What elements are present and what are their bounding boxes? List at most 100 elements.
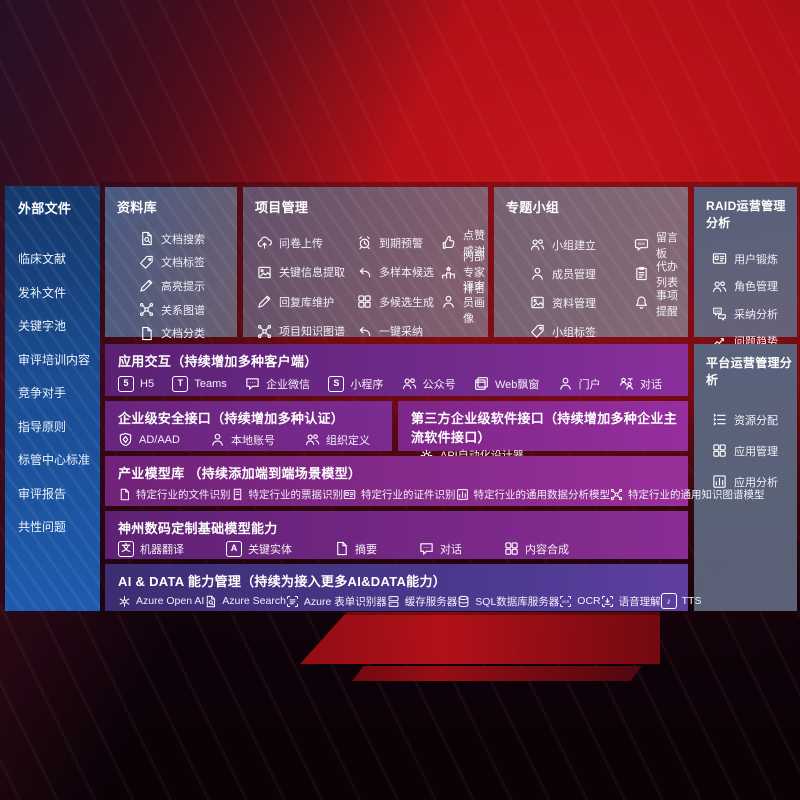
- feature-item[interactable]: 角色管理: [712, 273, 797, 301]
- feature-item[interactable]: Azure Search: [204, 595, 286, 608]
- feature-item[interactable]: 小组标签: [530, 317, 634, 346]
- feature-item[interactable]: 资料管理: [530, 288, 634, 317]
- feature-item[interactable]: 关键信息提取: [257, 258, 357, 288]
- external-files-list: 临床文献发补文件关键字池审评培训内容 竞争对手指导原则标管中心标准 审评报告共性问题: [18, 242, 100, 544]
- feature-item[interactable]: 5 H5: [118, 375, 154, 392]
- sidebar-item[interactable]: 发补文件: [18, 285, 67, 300]
- feature-item[interactable]: 应用分析: [712, 466, 797, 497]
- feature-item[interactable]: 特定行业的证件识别: [343, 487, 456, 502]
- feature-label: 事项提醒: [656, 289, 678, 318]
- feature-label: 小程序: [350, 378, 384, 391]
- feature-item[interactable]: 事项提醒: [634, 288, 688, 318]
- sidebar-item[interactable]: 审评报告: [18, 486, 67, 501]
- feature-item[interactable]: 代办列表: [634, 259, 688, 289]
- feature-item[interactable]: ♪ TTS: [660, 593, 701, 609]
- feature-item[interactable]: 小组建立: [530, 230, 634, 259]
- app-interaction-row: 应用交互（持续增加多种客户端） 5 H5 T Teams 企业微信 S 小程序 公众号 Web飘…: [105, 344, 688, 396]
- feature-item[interactable]: 语音理解: [601, 594, 661, 609]
- feature-item[interactable]: 资源分配: [712, 404, 797, 435]
- network-icon: [257, 324, 272, 339]
- feature-label: 问卷上传: [279, 237, 323, 250]
- background-red-shape: [300, 612, 660, 664]
- feature-label: 高亮提示: [161, 280, 205, 293]
- pen-icon: [139, 278, 154, 293]
- feature-item[interactable]: 对话: [419, 541, 462, 557]
- feature-item[interactable]: 文档标签: [139, 251, 237, 275]
- bell-icon: [634, 295, 649, 310]
- feature-item[interactable]: 公众号: [402, 376, 456, 392]
- feature-item[interactable]: 内部专家排名: [441, 251, 488, 295]
- feature-item[interactable]: 内容合成: [504, 541, 569, 557]
- feature-item[interactable]: 到期预警: [357, 228, 441, 258]
- feature-item[interactable]: 文档搜索: [139, 227, 237, 251]
- feature-item[interactable]: 用户锻炼: [712, 245, 797, 273]
- feature-item[interactable]: OCR: [559, 595, 601, 608]
- feature-item[interactable]: 应用管理: [712, 435, 797, 466]
- people-icon: [712, 279, 727, 294]
- feature-item[interactable]: 本地账号: [210, 432, 275, 448]
- feature-item[interactable]: Azure 表单识别器: [286, 594, 387, 609]
- feature-item[interactable]: 点赞感谢: [441, 228, 488, 258]
- feature-item[interactable]: 缓存服务器: [387, 594, 457, 609]
- feature-label: Web飘窗: [494, 378, 540, 391]
- feature-label: Azure Open AI: [136, 595, 205, 607]
- feature-item[interactable]: 项目知识图谱: [257, 317, 357, 347]
- security-interface-list: AD/AAD 本地账号 组织定义: [118, 428, 392, 451]
- feature-item[interactable]: A 关键实体: [226, 540, 292, 557]
- feature-item[interactable]: Web飘窗: [474, 376, 539, 392]
- feature-item[interactable]: 一键采纳: [357, 317, 441, 347]
- doc-icon: [139, 326, 154, 341]
- ranking-icon: [441, 265, 456, 280]
- project-management-title: 项目管理: [255, 200, 309, 215]
- library-title: 资料库: [117, 200, 157, 215]
- feature-item[interactable]: 特定行业的票据识别: [231, 487, 343, 502]
- feature-item[interactable]: 问卷上传: [257, 228, 357, 258]
- feature-item[interactable]: 回复库维护: [257, 287, 357, 317]
- sidebar-item[interactable]: 关键字池: [18, 319, 67, 334]
- sidebar-item[interactable]: 审评培训内容: [18, 352, 91, 367]
- feature-item[interactable]: 企业微信: [245, 376, 310, 392]
- feature-item[interactable]: 对话: [619, 376, 662, 392]
- feature-item[interactable]: 特定行业的通用数据分析模型: [456, 487, 610, 502]
- app-interaction-list: 5 H5 T Teams 企业微信 S 小程序 公众号 Web飘窗 门户 对话: [118, 371, 662, 396]
- industry-models-title: 产业模型库 （持续添加端到端场景模型）: [118, 466, 362, 481]
- feature-item[interactable]: 特定行业的通用知识图谱模型: [610, 487, 765, 502]
- alarm-icon: [357, 235, 372, 250]
- sidebar-item[interactable]: 指导原则: [18, 419, 67, 434]
- feature-item[interactable]: 门户: [558, 376, 601, 392]
- feature-item[interactable]: 组织定义: [305, 432, 370, 448]
- sidebar-item[interactable]: 标管中心标准: [18, 453, 91, 468]
- feature-item[interactable]: 多样本候选: [357, 258, 441, 288]
- sidebar-item[interactable]: 竞争对手: [18, 386, 67, 401]
- feature-item[interactable]: AD/AAD: [118, 432, 180, 447]
- feature-item[interactable]: 关系图谱: [139, 298, 237, 322]
- thirdparty-interface-title: 第三方企业级软件接口（持续增加多种企业主流软件接口）: [411, 411, 678, 445]
- feature-item[interactable]: 留言板: [634, 230, 688, 260]
- miniprogram-icon: S: [328, 375, 345, 392]
- feature-item[interactable]: 高亮提示: [139, 274, 237, 298]
- feature-item[interactable]: 文机器翻译: [118, 540, 184, 557]
- feature-item[interactable]: 文档分类: [139, 321, 237, 345]
- feature-label: 机器翻译: [140, 543, 184, 556]
- feature-label: 内部专家排名: [463, 251, 485, 296]
- feature-item[interactable]: Azure Open AI: [118, 595, 204, 608]
- feature-item[interactable]: 采纳分析: [712, 300, 797, 328]
- feature-item[interactable]: 多候选生成: [357, 287, 441, 317]
- feature-item[interactable]: 摘要: [334, 541, 377, 557]
- feature-item[interactable]: S 小程序: [328, 375, 384, 392]
- feature-item[interactable]: 成员管理: [530, 259, 634, 288]
- feature-label: 对话: [440, 543, 462, 556]
- feature-item[interactable]: 评审员画像: [441, 281, 488, 325]
- feature-item[interactable]: 特定行业的文件识别: [118, 487, 231, 502]
- sidebar-item[interactable]: 临床文献: [18, 252, 67, 267]
- industry-models-row: 产业模型库 （持续添加端到端场景模型） 特定行业的文件识别 特定行业的票据识别 特定…: [105, 456, 765, 506]
- external-files-panel: 外部文件 临床文献 发补文件 关键字池 审评培训内容 竞争对手 指导原则 标管中心标准 审评报…: [5, 186, 100, 611]
- feature-item[interactable]: T Teams: [172, 375, 227, 392]
- feature-label: 本地账号: [230, 434, 275, 447]
- sidebar-item[interactable]: 共性问题: [18, 520, 67, 535]
- feature-label: 内容合成: [525, 543, 569, 556]
- feature-label: 关键实体: [248, 543, 292, 556]
- person-icon: [441, 294, 456, 309]
- doc-icon: [334, 541, 349, 556]
- feature-item[interactable]: SQL数据库服务器: [457, 594, 559, 609]
